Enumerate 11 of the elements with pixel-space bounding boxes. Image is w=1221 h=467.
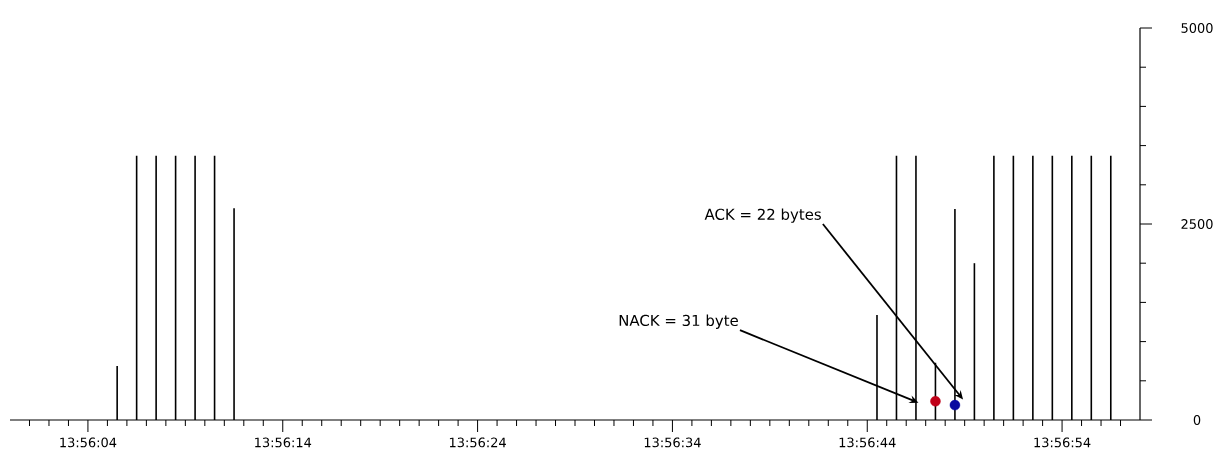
x-tick-label: 13:56:24	[449, 437, 506, 448]
x-tick-label: 13:56:14	[255, 437, 312, 448]
y-tick-label: 0	[1193, 415, 1201, 425]
annotation: NACK = 31 byte	[619, 314, 738, 329]
y-tick-label: 5000	[1181, 23, 1213, 33]
x-tick-label: 13:56:44	[839, 437, 896, 448]
x-tick-label: 13:56:34	[644, 437, 701, 448]
x-tick-label: 13:56:04	[60, 437, 117, 448]
y-tick-label: 2500	[1181, 219, 1213, 229]
annotation: ACK = 22 bytes	[704, 208, 821, 223]
x-tick-label: 13:56:54	[1034, 437, 1091, 448]
